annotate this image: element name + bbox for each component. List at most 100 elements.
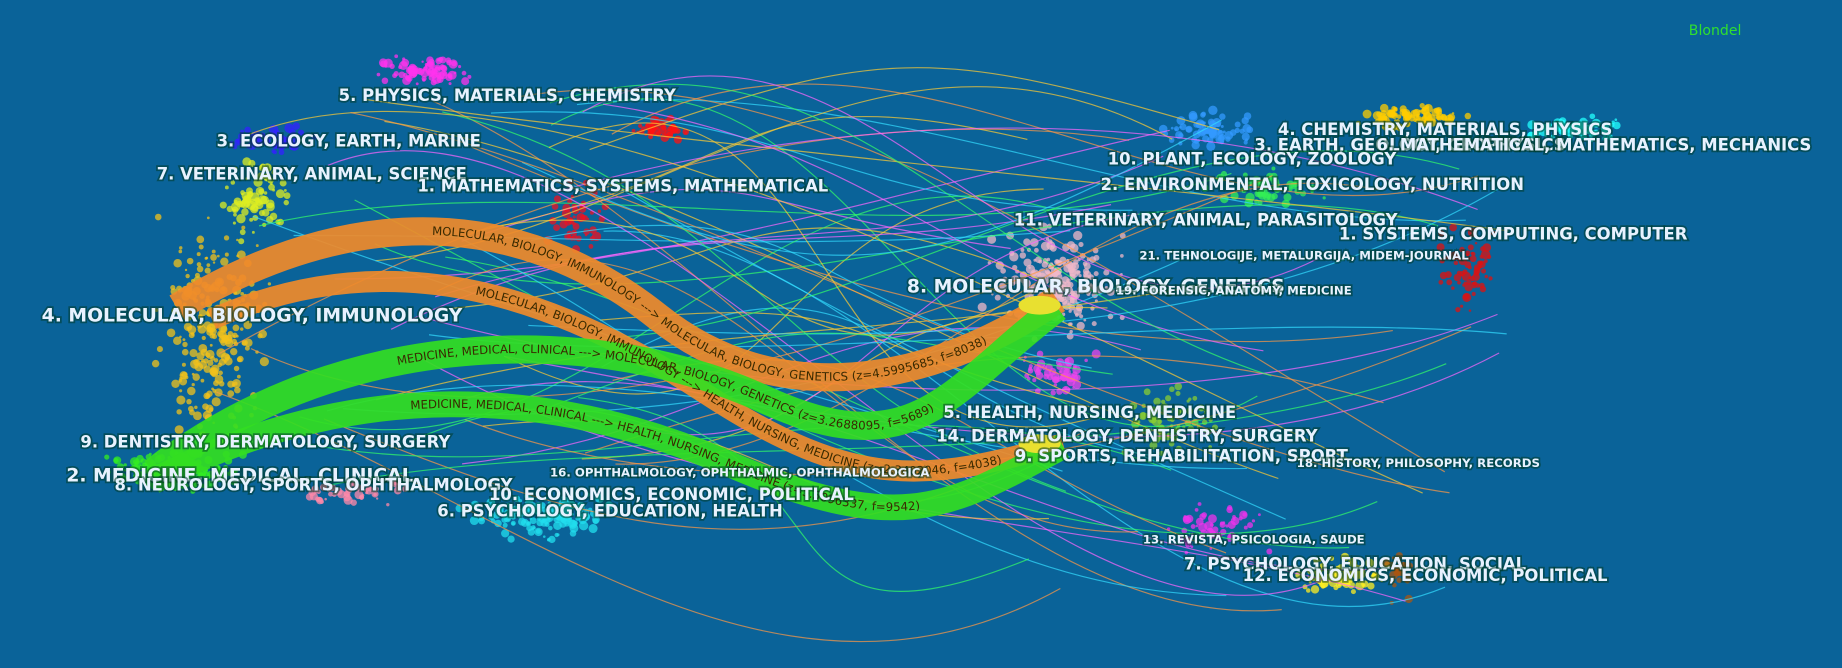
dot bbox=[1360, 579, 1364, 582]
dot bbox=[1192, 395, 1198, 401]
dot bbox=[1593, 129, 1599, 135]
dot bbox=[251, 230, 255, 234]
cluster-label: 21. TEHNOLOGIJE, METALURGIJA, MIDEM-JOUR… bbox=[1139, 248, 1469, 262]
dot bbox=[230, 180, 236, 185]
dot bbox=[404, 74, 411, 81]
dot bbox=[1068, 309, 1072, 313]
dot bbox=[1120, 254, 1124, 258]
cluster-label: 13. REVISTA, PSICOLOGIA, SAUDE bbox=[1143, 533, 1365, 547]
citation-link bbox=[601, 307, 1183, 461]
dot bbox=[1576, 124, 1579, 128]
dot bbox=[493, 511, 501, 519]
dot bbox=[279, 179, 287, 187]
dot bbox=[283, 188, 287, 192]
dot bbox=[1403, 120, 1411, 128]
dot bbox=[232, 221, 236, 225]
dot bbox=[431, 71, 436, 76]
dot bbox=[561, 496, 565, 499]
dot bbox=[424, 62, 429, 67]
dot bbox=[272, 129, 281, 138]
dot bbox=[154, 308, 159, 312]
dot bbox=[376, 72, 381, 77]
dot bbox=[1073, 230, 1083, 241]
dot bbox=[226, 205, 234, 213]
dot bbox=[1468, 309, 1472, 312]
dot bbox=[1401, 108, 1411, 118]
dot bbox=[324, 497, 327, 501]
dot bbox=[1178, 132, 1184, 139]
dot bbox=[423, 66, 428, 71]
dot bbox=[1394, 564, 1401, 571]
dot bbox=[580, 512, 591, 522]
dot bbox=[240, 327, 244, 331]
dot bbox=[411, 67, 418, 75]
dot bbox=[201, 335, 206, 341]
citation-link bbox=[350, 111, 1450, 494]
dot bbox=[244, 345, 250, 351]
dot bbox=[664, 128, 674, 139]
dot bbox=[179, 389, 183, 393]
dot bbox=[214, 475, 217, 478]
dot bbox=[1190, 524, 1196, 529]
dot bbox=[1467, 265, 1472, 270]
dot bbox=[1211, 424, 1219, 431]
dot bbox=[224, 185, 229, 190]
dot bbox=[311, 133, 318, 140]
dot bbox=[331, 491, 337, 497]
dot bbox=[1178, 536, 1184, 542]
dot bbox=[1329, 555, 1335, 562]
dot bbox=[1009, 252, 1019, 262]
dot bbox=[1367, 582, 1375, 590]
dot bbox=[1158, 450, 1165, 457]
dot bbox=[380, 60, 388, 68]
dot bbox=[1186, 407, 1194, 415]
dot bbox=[1591, 118, 1601, 128]
cluster-label: 12. ECONOMICS, ECONOMIC, POLITICAL bbox=[1243, 566, 1608, 585]
dot bbox=[198, 315, 203, 320]
dot bbox=[994, 294, 1001, 301]
dot bbox=[1217, 129, 1224, 137]
cluster-label: 8. MOLECULAR, BIOLOGY, GENETICS bbox=[907, 276, 1285, 297]
dot bbox=[1438, 279, 1444, 285]
dot bbox=[542, 535, 546, 538]
dot bbox=[1550, 134, 1555, 139]
dot bbox=[1479, 254, 1484, 259]
dot bbox=[1612, 121, 1621, 130]
dot bbox=[388, 475, 394, 481]
dot bbox=[222, 465, 229, 471]
dot bbox=[1393, 106, 1398, 112]
dot bbox=[1606, 133, 1613, 140]
dot bbox=[1438, 230, 1445, 237]
dot bbox=[1034, 369, 1041, 376]
dot bbox=[1161, 399, 1166, 404]
dot bbox=[1372, 121, 1376, 125]
dot bbox=[1251, 519, 1256, 523]
dot bbox=[200, 378, 205, 383]
dot bbox=[435, 72, 442, 78]
dot bbox=[234, 138, 242, 146]
dot bbox=[1174, 382, 1183, 391]
dot bbox=[225, 334, 233, 342]
dot bbox=[187, 386, 196, 396]
dot bbox=[271, 169, 277, 175]
dot bbox=[583, 228, 590, 236]
dot bbox=[1032, 378, 1037, 383]
dot bbox=[1391, 556, 1396, 560]
dot bbox=[220, 257, 229, 266]
dot bbox=[265, 135, 269, 140]
dot bbox=[189, 349, 198, 358]
dot bbox=[166, 328, 176, 338]
dot bbox=[1457, 280, 1461, 285]
citation-link bbox=[611, 83, 1479, 197]
dot bbox=[584, 233, 588, 237]
dot bbox=[224, 252, 229, 257]
dot bbox=[196, 235, 205, 244]
dot bbox=[1149, 416, 1157, 424]
dot bbox=[502, 522, 508, 528]
dot bbox=[518, 517, 526, 526]
dot bbox=[1589, 113, 1596, 120]
dot bbox=[1450, 251, 1459, 261]
dot bbox=[588, 244, 594, 249]
dot bbox=[218, 380, 225, 387]
dot bbox=[1242, 172, 1248, 178]
